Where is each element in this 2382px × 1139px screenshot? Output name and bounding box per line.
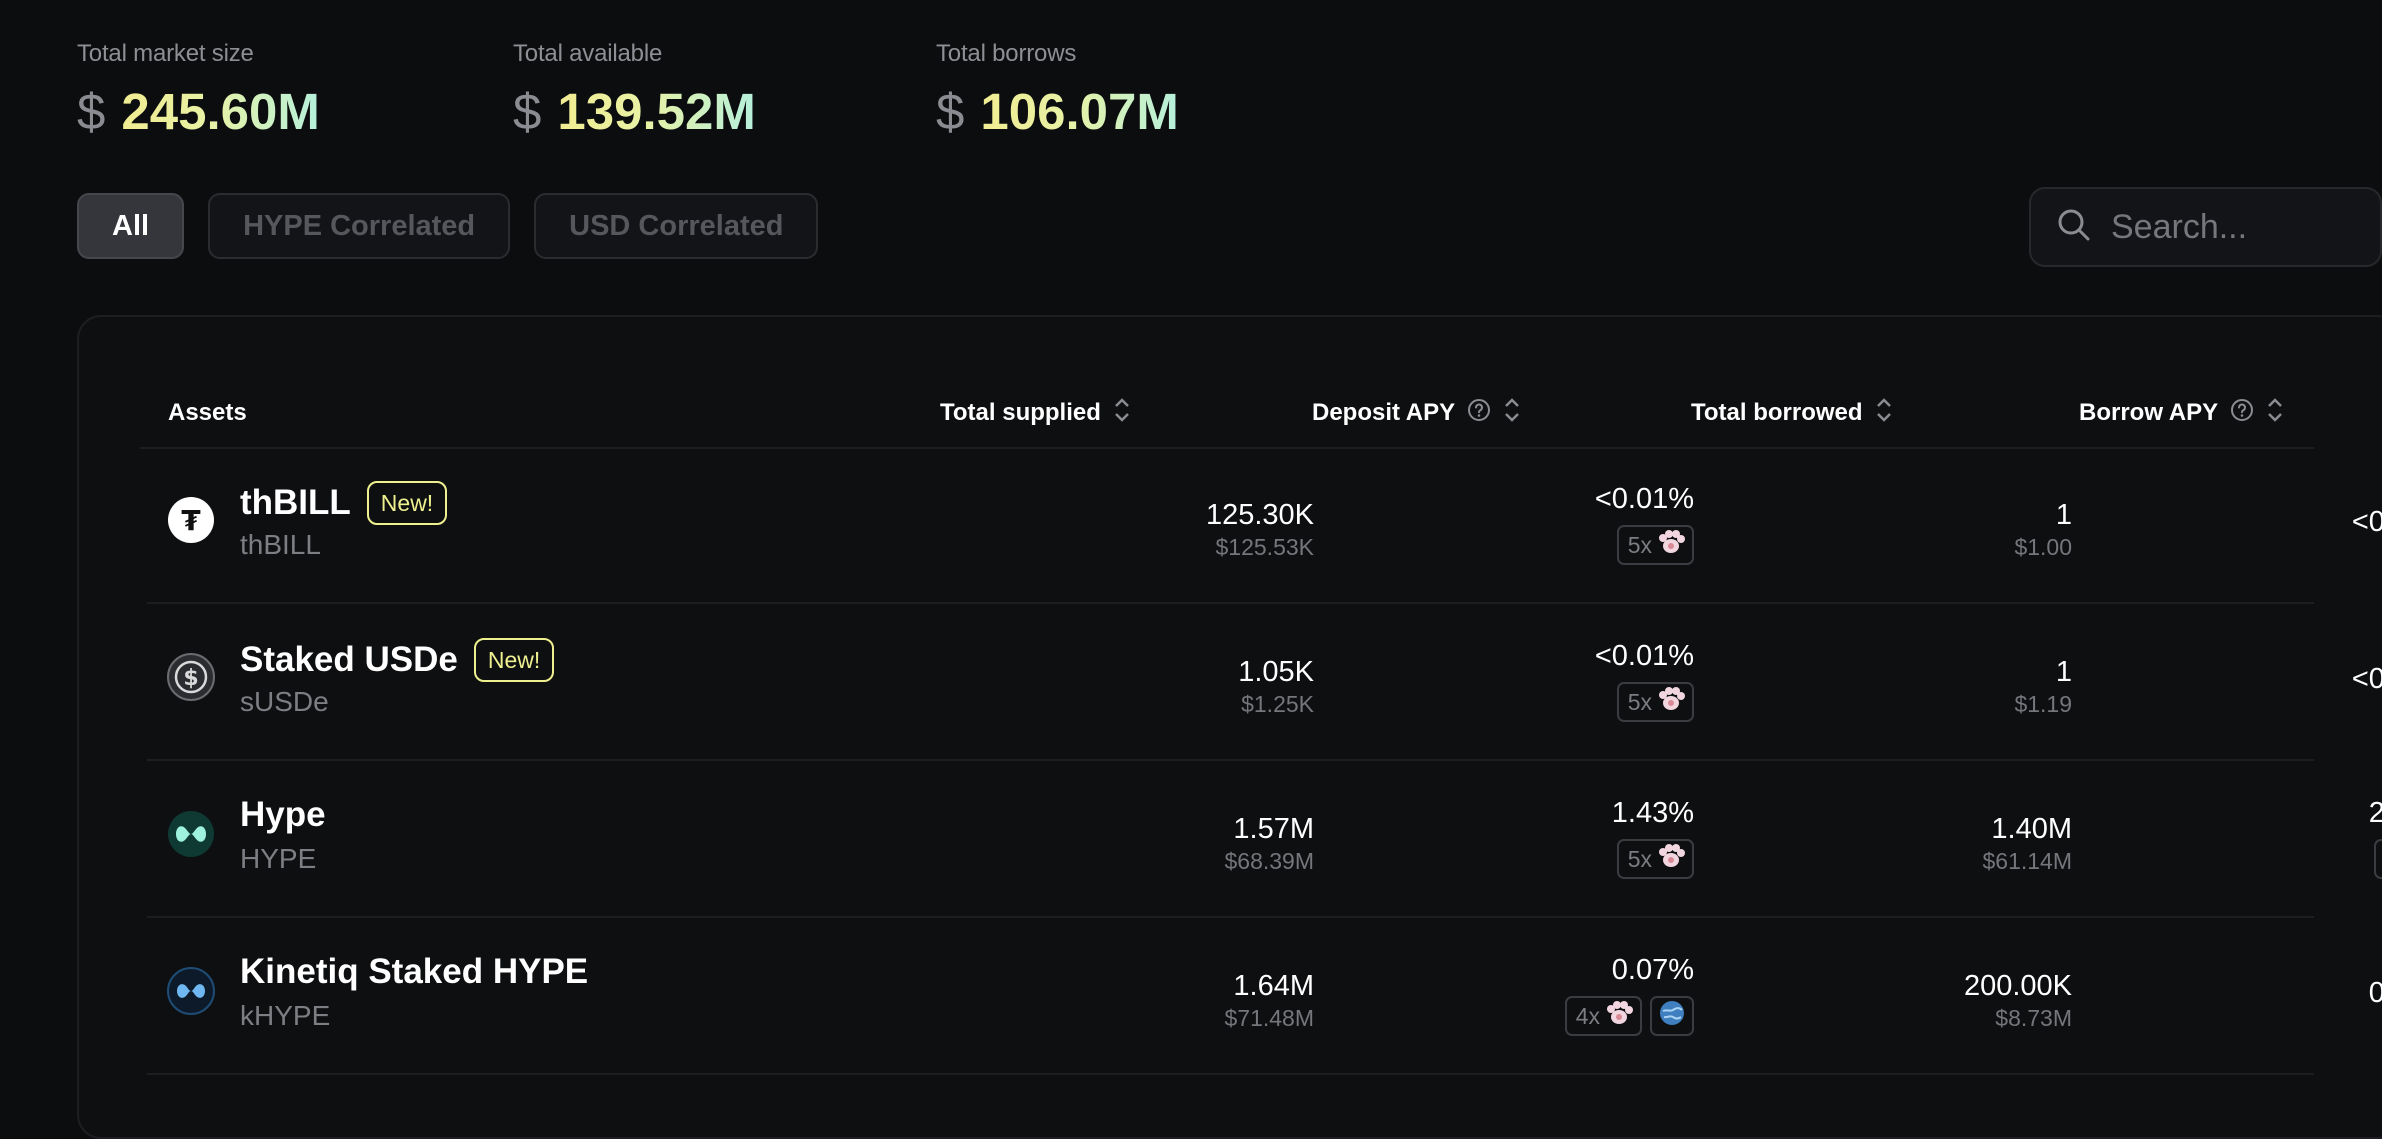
paw-icon — [1656, 527, 1686, 563]
stat-value: 139.52M — [557, 83, 756, 140]
asset-symbol: HYPE — [240, 843, 317, 874]
table-row[interactable]: ₮ thBILL New! thBILL 125.30K $125.53K <0… — [147, 447, 2382, 604]
asset-symbol: sUSDe — [240, 686, 329, 717]
borrow-apy-cell: <0.01% — [2351, 506, 2382, 538]
asset-name: Kinetiq Staked HYPE — [240, 952, 589, 991]
sort-icon[interactable] — [1113, 395, 1131, 432]
stat-total-borrows: Total borrows $ 106.07M — [936, 40, 1236, 141]
total-borrowed-cell: 200.00K $8.73M — [1963, 970, 2072, 1031]
paw-icon — [1604, 998, 1634, 1034]
sort-icon[interactable] — [2266, 395, 2284, 432]
deposit-apy-cell: <0.01% 5x — [1595, 638, 1694, 722]
asset-name: Hype — [240, 795, 326, 834]
thbill-token-icon: ₮ — [167, 496, 215, 544]
deposit-apy-cell: 1.43% 5x — [1612, 795, 1694, 879]
total-supplied-cell: 125.30K $125.53K — [1205, 499, 1314, 560]
paw-icon — [1656, 684, 1686, 720]
search-icon — [2057, 208, 2091, 247]
table-row[interactable]: Kinetiq Staked HYPE kHYPE 1.64M $71.48M … — [147, 918, 2382, 1075]
column-total-borrowed[interactable]: Total borrowed — [1691, 395, 1893, 431]
total-supplied-cell: 1.64M $71.48M — [1224, 970, 1314, 1031]
svg-text:$: $ — [183, 666, 198, 691]
total-borrowed-cell: 1.40M $61.14M — [1982, 813, 2072, 874]
search-box[interactable] — [2029, 187, 2382, 267]
table-header: Assets Total supplied Deposit APY Total … — [140, 395, 2314, 449]
svg-text:₮: ₮ — [181, 504, 201, 537]
sort-icon[interactable] — [1503, 395, 1521, 432]
column-assets: Assets — [168, 399, 247, 426]
borrow-apy-cell: 2.01% 1x — [2369, 795, 2382, 879]
currency-symbol: $ — [936, 83, 965, 140]
borrow-apy-cell: <0.01% — [2351, 663, 2382, 695]
points-multiplier-badge: 4x — [1564, 996, 1642, 1036]
asset-name: thBILL — [240, 483, 351, 522]
column-deposit-apy[interactable]: Deposit APY — [1312, 395, 1521, 431]
stat-value: 245.60M — [121, 83, 320, 140]
sort-icon[interactable] — [1875, 395, 1893, 432]
search-input[interactable] — [2109, 206, 2363, 248]
table-row[interactable]: $ Staked USDe New! sUSDe 1.05K $1.25K <0… — [147, 604, 2382, 761]
deposit-apy-cell: <0.01% 5x — [1595, 481, 1694, 565]
new-badge: New! — [473, 638, 555, 682]
borrow-apy-cell: 0.61% — [2368, 977, 2382, 1009]
market-stats: Total market size $ 245.60M Total availa… — [77, 40, 1236, 141]
globe-token-icon — [1657, 998, 1687, 1034]
asset-symbol: thBILL — [240, 529, 321, 560]
filter-tabs: All HYPE Correlated USD Correlated — [77, 193, 819, 259]
table-row[interactable]: Hype HYPE 1.57M $68.39M 1.43% 5x 1.40M $… — [147, 761, 2382, 918]
deposit-apy-cell: 0.07% 4x — [1564, 952, 1694, 1036]
points-multiplier-badge: 5x — [1616, 839, 1694, 879]
asset-name: Staked USDe — [240, 640, 458, 679]
points-multiplier-badge: 5x — [1616, 525, 1694, 565]
stat-label: Total market size — [77, 40, 254, 67]
total-borrowed-cell: 1 $1.19 — [2014, 656, 2072, 717]
stat-total-available: Total available $ 139.52M — [513, 40, 936, 141]
stat-total-market-size: Total market size $ 245.60M — [77, 40, 513, 141]
new-badge: New! — [366, 481, 448, 525]
asset-symbol: kHYPE — [240, 1000, 331, 1031]
stat-label: Total borrows — [936, 40, 1077, 67]
points-multiplier-badge: 5x — [1616, 682, 1694, 722]
filter-usd-correlated-button[interactable]: USD Correlated — [534, 193, 819, 259]
markets-table-panel — [77, 315, 2382, 1139]
filter-all-button[interactable]: All — [77, 193, 185, 259]
currency-symbol: $ — [513, 83, 542, 140]
hype-token-icon — [167, 810, 215, 858]
points-multiplier-badge: 1x — [2373, 839, 2382, 879]
kinetiq-reward-badge — [1650, 996, 1694, 1036]
currency-symbol: $ — [77, 83, 106, 140]
stat-label: Total available — [513, 40, 663, 67]
total-supplied-cell: 1.57M $68.39M — [1224, 813, 1314, 874]
paw-icon — [1656, 841, 1686, 877]
help-icon[interactable] — [2230, 398, 2254, 429]
total-borrowed-cell: 1 $1.00 — [2014, 499, 2072, 560]
stat-value: 106.07M — [980, 83, 1179, 140]
filter-hype-correlated-button[interactable]: HYPE Correlated — [208, 193, 511, 259]
column-total-supplied[interactable]: Total supplied — [940, 395, 1131, 431]
column-borrow-apy[interactable]: Borrow APY — [2079, 395, 2284, 431]
khype-token-icon — [167, 967, 215, 1015]
total-supplied-cell: 1.05K $1.25K — [1238, 656, 1314, 717]
susde-token-icon: $ — [167, 653, 215, 701]
help-icon[interactable] — [1467, 398, 1491, 429]
